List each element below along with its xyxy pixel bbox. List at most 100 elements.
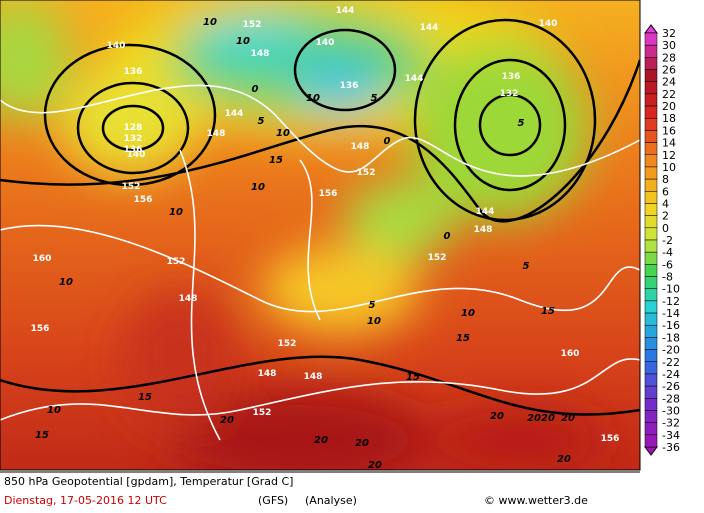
temperature-label: 15 <box>456 333 470 344</box>
temperature-label: 20 <box>561 413 575 424</box>
colorbar-label: 30 <box>662 39 676 52</box>
temperature-label: 20 <box>557 454 571 465</box>
temperature-label: 0 <box>252 84 259 95</box>
temperature-label: 15 <box>138 392 152 403</box>
colorbar-label: -12 <box>662 295 680 308</box>
colorbar-band <box>644 130 658 143</box>
colorbar-band <box>644 57 658 70</box>
height-label: 132 <box>124 134 143 144</box>
colorbar-label: -16 <box>662 319 680 332</box>
colorbar-band <box>644 312 658 326</box>
colorbar-band <box>644 251 658 265</box>
footer-title: 850 hPa Geopotential [gpdam], Temperatur… <box>4 475 293 488</box>
colorbar-band <box>644 44 658 58</box>
height-label: 156 <box>601 434 620 444</box>
colorbar: 32302826242220181614121086420-2-4-6-8-10… <box>644 24 680 456</box>
temperature-label: 5 <box>371 93 378 104</box>
height-label: 136 <box>340 81 359 91</box>
temperature-label: 10 <box>367 316 381 327</box>
temperature-label: 2020 <box>527 413 555 424</box>
colorbar-label: -18 <box>662 331 680 344</box>
colorbar-band <box>644 337 658 350</box>
colorbar-band <box>644 239 658 253</box>
colorbar-band <box>644 324 658 338</box>
height-label: 144 <box>405 74 424 84</box>
colorbar-label: -28 <box>662 392 680 405</box>
height-label: 136 <box>124 67 143 77</box>
height-label: 160 <box>561 349 580 359</box>
colorbar-label: 14 <box>662 137 676 150</box>
colorbar-label: -22 <box>662 356 680 369</box>
temperature-label: 20 <box>355 438 369 449</box>
colorbar-label: -8 <box>662 271 673 284</box>
colorbar-band <box>644 154 658 168</box>
height-label: 156 <box>319 189 338 199</box>
temperature-field <box>0 0 640 470</box>
colorbar-band <box>644 105 658 119</box>
colorbar-band <box>644 349 658 363</box>
colorbar-label: -14 <box>662 307 680 320</box>
colorbar-top-arrow <box>644 24 658 34</box>
colorbar-label: 22 <box>662 88 676 101</box>
temperature-label: 10 <box>203 17 217 28</box>
height-label: 152 <box>357 168 376 178</box>
colorbar-band <box>644 93 658 107</box>
colorbar-band <box>644 410 658 423</box>
colorbar-band <box>644 117 658 131</box>
height-label: 148 <box>304 372 323 382</box>
colorbar-label: -2 <box>662 234 673 247</box>
height-label: 148 <box>207 129 226 139</box>
height-label: 148 <box>179 294 198 304</box>
height-label: 148 <box>251 49 270 59</box>
temperature-label: 5 <box>258 116 265 127</box>
colorbar-band <box>644 422 658 436</box>
temperature-label: 15 <box>406 372 420 383</box>
temperature-label: 10 <box>461 308 475 319</box>
height-label: 152 <box>428 253 447 263</box>
colorbar-band <box>644 32 658 46</box>
height-label: 148 <box>351 142 370 152</box>
height-label: 140 <box>127 150 146 160</box>
colorbar-label: -32 <box>662 417 680 430</box>
colorbar-label: 12 <box>662 149 676 162</box>
temperature-label: 5 <box>369 300 376 311</box>
height-label: 144 <box>476 207 495 217</box>
height-label: 152 <box>122 182 141 192</box>
temperature-label: 10 <box>169 207 183 218</box>
height-label: 128 <box>124 123 143 133</box>
colorbar-band <box>644 191 658 204</box>
height-label: 144 <box>225 109 244 119</box>
colorbar-band <box>644 276 658 289</box>
colorbar-band <box>644 203 658 216</box>
colorbar-label: 2 <box>662 210 669 223</box>
colorbar-label: -34 <box>662 429 680 442</box>
colorbar-label: 6 <box>662 185 669 198</box>
colorbar-band <box>644 215 658 229</box>
colorbar-label: 4 <box>662 197 669 210</box>
colorbar-band <box>644 264 658 277</box>
temperature-label: 0 <box>444 231 451 242</box>
height-label: 136 <box>124 145 143 155</box>
temperature-label: 10 <box>236 36 250 47</box>
height-label: 140 <box>539 19 558 29</box>
height-label: 132 <box>500 89 519 99</box>
colorbar-label: 32 <box>662 27 676 40</box>
temperature-label: 5 <box>518 118 525 129</box>
colorbar-label: 16 <box>662 124 676 137</box>
temperature-label: 10 <box>306 93 320 104</box>
temperature-label: 15 <box>541 306 555 317</box>
temperature-label: 0 <box>384 136 391 147</box>
colorbar-band <box>644 300 658 314</box>
temperature-label: 10 <box>47 405 61 416</box>
height-label: 140 <box>107 41 126 51</box>
height-label: 156 <box>31 324 50 334</box>
temperature-label: 20 <box>490 411 504 422</box>
colorbar-band <box>644 288 658 302</box>
colorbar-band <box>644 385 658 399</box>
colorbar-label: 20 <box>662 100 676 113</box>
colorbar-label: -6 <box>662 258 673 271</box>
height-label: 160 <box>33 254 52 264</box>
colorbar-band <box>644 81 658 95</box>
colorbar-band <box>644 398 658 411</box>
temperature-label: 10 <box>276 128 290 139</box>
